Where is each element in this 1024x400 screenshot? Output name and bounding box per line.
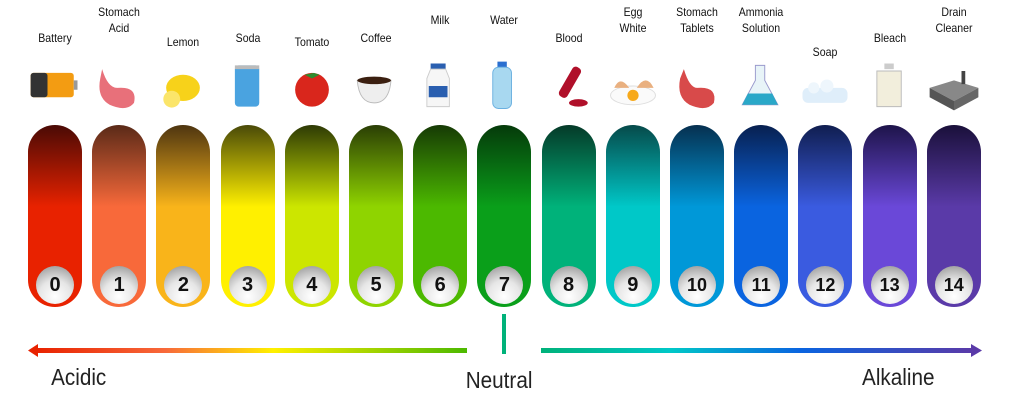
neutral-marker xyxy=(502,314,506,354)
flask-icon xyxy=(741,64,779,106)
tomato-icon xyxy=(294,72,329,107)
ph-column-4: Tomato 4 xyxy=(280,0,344,320)
ph-column-13: Bleach 13 xyxy=(858,0,922,320)
ph-value-badge: 8 xyxy=(549,266,588,304)
ph-value-badge: 13 xyxy=(870,266,909,304)
soda-can-icon xyxy=(234,65,259,107)
ph-value-badge: 10 xyxy=(678,266,716,304)
ph-column-11: Ammonia Solution 11 xyxy=(729,0,793,320)
ph-value-badge: 11 xyxy=(742,266,781,304)
acidic-label: Acidic xyxy=(51,364,107,390)
alkaline-arrow xyxy=(541,348,973,353)
substance-label-line: Stomach xyxy=(676,5,718,19)
ph-value-badge: 9 xyxy=(613,266,652,304)
substance-label-line: Acid xyxy=(108,21,130,35)
ph-column-6: Milk 6 xyxy=(408,0,472,320)
substance-label: Drain Cleaner xyxy=(917,4,991,36)
substance-label-line: Milk xyxy=(430,13,450,27)
blood-tube-icon xyxy=(558,66,588,107)
ph-value-badge: 1 xyxy=(100,266,139,304)
substance-label-line: Battery xyxy=(38,31,72,45)
alkaline-label: Alkaline xyxy=(862,364,935,390)
substance-label-line: Bleach xyxy=(873,31,906,45)
ph-column-3: Soda 3 xyxy=(216,0,280,320)
substance-label-line: Blood xyxy=(555,31,583,45)
substance-label: Egg White xyxy=(596,4,670,36)
substance-label-line: Lemon xyxy=(167,35,200,49)
water-bottle-icon xyxy=(492,61,513,109)
substance-label-line: Water xyxy=(490,13,519,27)
substance-label-line: Ammonia xyxy=(738,5,784,19)
ph-column-10: Stomach Tablets 10 xyxy=(665,0,729,320)
ph-column-5: Coffee 5 xyxy=(344,0,408,320)
substance-label-line: Tablets xyxy=(680,21,714,35)
battery-icon xyxy=(30,72,78,98)
substance-label-line: Stomach xyxy=(98,5,141,19)
egg-icon xyxy=(609,80,656,106)
substance-label-line: Solution xyxy=(742,21,781,35)
ph-value-badge: 3 xyxy=(228,266,267,304)
ph-value-badge: 6 xyxy=(421,266,460,304)
substance-label: Stomach Tablets xyxy=(660,4,734,36)
sink-icon xyxy=(929,71,979,111)
substance-label-line: Cleaner xyxy=(935,21,973,35)
coffee-cup-icon xyxy=(356,76,392,104)
ph-column-0: Battery 0 xyxy=(23,0,87,320)
acidic-arrowhead xyxy=(28,344,38,357)
ph-column-12: Soap 12 xyxy=(793,0,857,320)
substance-label: Ammonia Solution xyxy=(724,4,798,36)
ph-column-9: Egg White 9 xyxy=(601,0,665,320)
alkaline-arrowhead xyxy=(971,344,982,357)
neutral-label: Neutral xyxy=(465,367,533,393)
ph-value-badge: 14 xyxy=(934,266,973,304)
acidic-arrow xyxy=(36,348,467,353)
substance-label: Milk xyxy=(403,12,477,28)
substance-label-line: Drain xyxy=(941,5,967,19)
milk-bottle-icon xyxy=(426,63,451,108)
ph-column-14: Drain Cleaner 14 xyxy=(922,0,986,320)
substance-label: Water xyxy=(467,12,541,28)
substance-label: Blood xyxy=(532,30,606,46)
ph-value-badge: 7 xyxy=(485,266,524,304)
ph-column-1: Stomach Acid 1 xyxy=(87,0,151,320)
soap-icon xyxy=(802,79,848,103)
ph-column-8: Blood 8 xyxy=(537,0,601,320)
ph-column-2: Lemon 2 xyxy=(151,0,215,320)
lemon-icon xyxy=(163,74,201,108)
substance-label: Lemon xyxy=(146,34,220,50)
ph-value-badge: 4 xyxy=(292,266,331,304)
stomach-tablets-icon xyxy=(679,69,715,109)
substance-label-line: Tomato xyxy=(294,35,330,49)
substance-label-line: Coffee xyxy=(360,31,392,45)
substance-label: Stomach Acid xyxy=(82,4,156,36)
substance-label: Soda xyxy=(211,30,285,46)
ph-value-badge: 2 xyxy=(164,266,203,304)
substance-label-line: White xyxy=(619,21,647,35)
substance-label-line: Soap xyxy=(813,45,838,59)
substance-label: Coffee xyxy=(339,30,413,46)
substance-label: Battery xyxy=(18,30,92,46)
bleach-jug-icon xyxy=(876,63,902,108)
substance-label: Tomato xyxy=(275,34,349,50)
substance-label-line: Soda xyxy=(235,31,260,45)
ph-value-badge: 12 xyxy=(806,266,845,304)
ph-value-badge: 0 xyxy=(36,266,74,304)
substance-label: Bleach xyxy=(853,30,927,46)
ph-value-badge: 5 xyxy=(357,266,395,304)
stomach-icon xyxy=(99,69,135,109)
ph-column-7: Water 7 xyxy=(472,0,536,320)
substance-label-line: Egg xyxy=(623,5,643,19)
substance-label: Soap xyxy=(788,44,862,60)
